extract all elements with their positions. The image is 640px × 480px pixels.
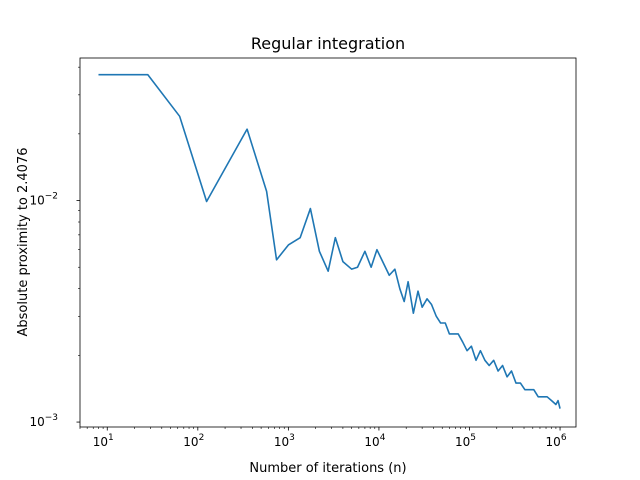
x-tick-label: 104 [364, 433, 385, 449]
y-tick-label-base: 10 [29, 415, 44, 429]
x-tick-label-exponent: 3 [289, 433, 295, 443]
x-tick-label: 106 [546, 433, 567, 449]
axes-frame [79, 57, 577, 428]
x-axis-label: Number of iterations (n) [249, 461, 406, 476]
plot-area [79, 57, 577, 428]
y-tick-label-exponent: −3 [45, 413, 58, 423]
x-tick-label: 101 [93, 433, 114, 449]
x-tick-label: 102 [183, 433, 204, 449]
y-axis-ticks: 10−310−2 [29, 66, 80, 429]
x-tick-label-exponent: 1 [108, 433, 114, 443]
x-tick-label-base: 10 [546, 435, 561, 449]
x-tick-label-exponent: 4 [380, 433, 386, 443]
series-line [98, 73, 561, 409]
x-axis-ticks: 101 102 103 104 105 106 [79, 427, 567, 449]
x-tick-label-exponent: 2 [199, 433, 205, 443]
x-tick-label-base: 10 [274, 435, 289, 449]
y-axis-label: Absolute proximity to 2.4076 [16, 148, 31, 337]
y-tick-label-base: 10 [29, 194, 44, 208]
chart-title: Regular integration [251, 34, 405, 53]
x-tick-label: 103 [274, 433, 295, 449]
x-tick-label-base: 10 [455, 435, 470, 449]
x-tick-label: 105 [455, 433, 476, 449]
y-tick-label-exponent: −2 [45, 192, 58, 202]
x-tick-label-base: 10 [93, 435, 108, 449]
x-tick-label-exponent: 6 [561, 433, 567, 443]
x-tick-label-base: 10 [183, 435, 198, 449]
y-tick-label: 10−2 [29, 192, 58, 208]
x-tick-label-exponent: 5 [470, 433, 476, 443]
x-tick-label-base: 10 [364, 435, 379, 449]
y-tick-label: 10−3 [29, 413, 58, 429]
